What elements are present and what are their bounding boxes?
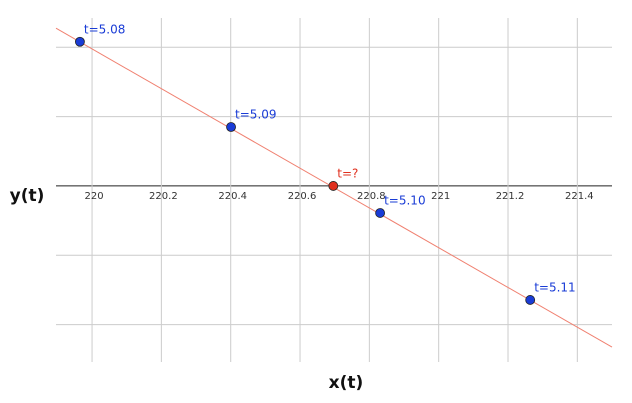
- point-label: t=?: [337, 166, 358, 180]
- point-label: t=5.11: [534, 280, 575, 294]
- point-label: t=5.08: [84, 22, 125, 36]
- x-axis-title: x(t): [329, 373, 364, 393]
- x-tick-label: 221.2: [496, 191, 525, 202]
- point-label: t=5.09: [235, 108, 276, 122]
- x-tick-label: 220.6: [288, 191, 317, 202]
- point: [375, 208, 386, 218]
- point: [328, 181, 339, 191]
- point: [226, 122, 236, 132]
- x-tick-label: 220.2: [149, 191, 178, 202]
- point: [75, 36, 85, 47]
- y-axis-title: y(t): [10, 186, 45, 206]
- point: [525, 295, 536, 305]
- x-tick-label: 220.8: [357, 191, 386, 202]
- point-label: t=5.10: [384, 193, 425, 207]
- x-tick-label: 221: [431, 191, 450, 202]
- x-tick-label: 221.4: [565, 191, 594, 202]
- x-tick-label: 220.4: [218, 191, 247, 202]
- x-tick-label: 220: [85, 191, 104, 202]
